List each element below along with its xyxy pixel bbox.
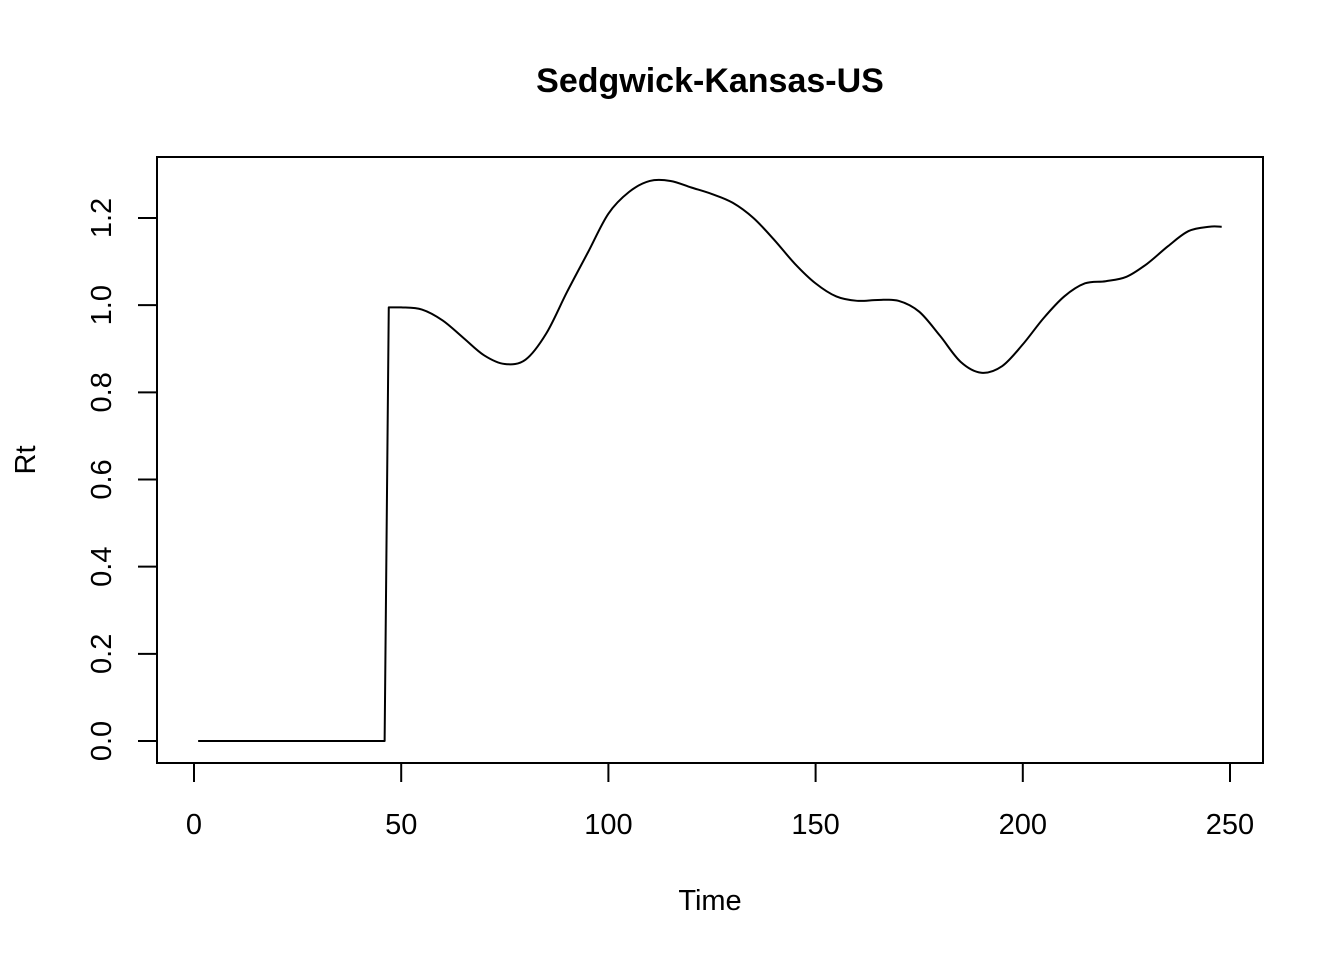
y-axis-label: Rt	[10, 446, 42, 475]
y-axis: 0.0 0.2 0.4 0.6 0.8 1.0 1.2	[86, 198, 158, 761]
x-tick-label: 200	[999, 809, 1047, 841]
y-tick-label: 0.4	[86, 547, 118, 587]
y-tick-label: 1.0	[86, 285, 118, 325]
y-tick-label: 1.2	[86, 198, 118, 238]
x-tick-label: 0	[186, 809, 202, 841]
y-tick-label: 0.0	[86, 721, 118, 761]
x-tick-label: 50	[385, 809, 417, 841]
x-tick-label: 150	[791, 809, 839, 841]
x-tick-label: 250	[1206, 809, 1254, 841]
series-line-0	[198, 178, 1222, 742]
plot-frame	[156, 156, 1264, 764]
y-tick-label: 0.2	[86, 634, 118, 674]
y-tick-label: 0.6	[86, 459, 118, 499]
x-axis-label: Time	[678, 885, 741, 917]
series-layer	[198, 178, 1222, 742]
x-tick-label: 100	[584, 809, 632, 841]
x-axis: 0 50 100 150 200 250	[186, 762, 1254, 841]
y-tick-label: 0.8	[86, 372, 118, 412]
chart-title: Sedgwick-Kansas-US	[536, 62, 884, 100]
